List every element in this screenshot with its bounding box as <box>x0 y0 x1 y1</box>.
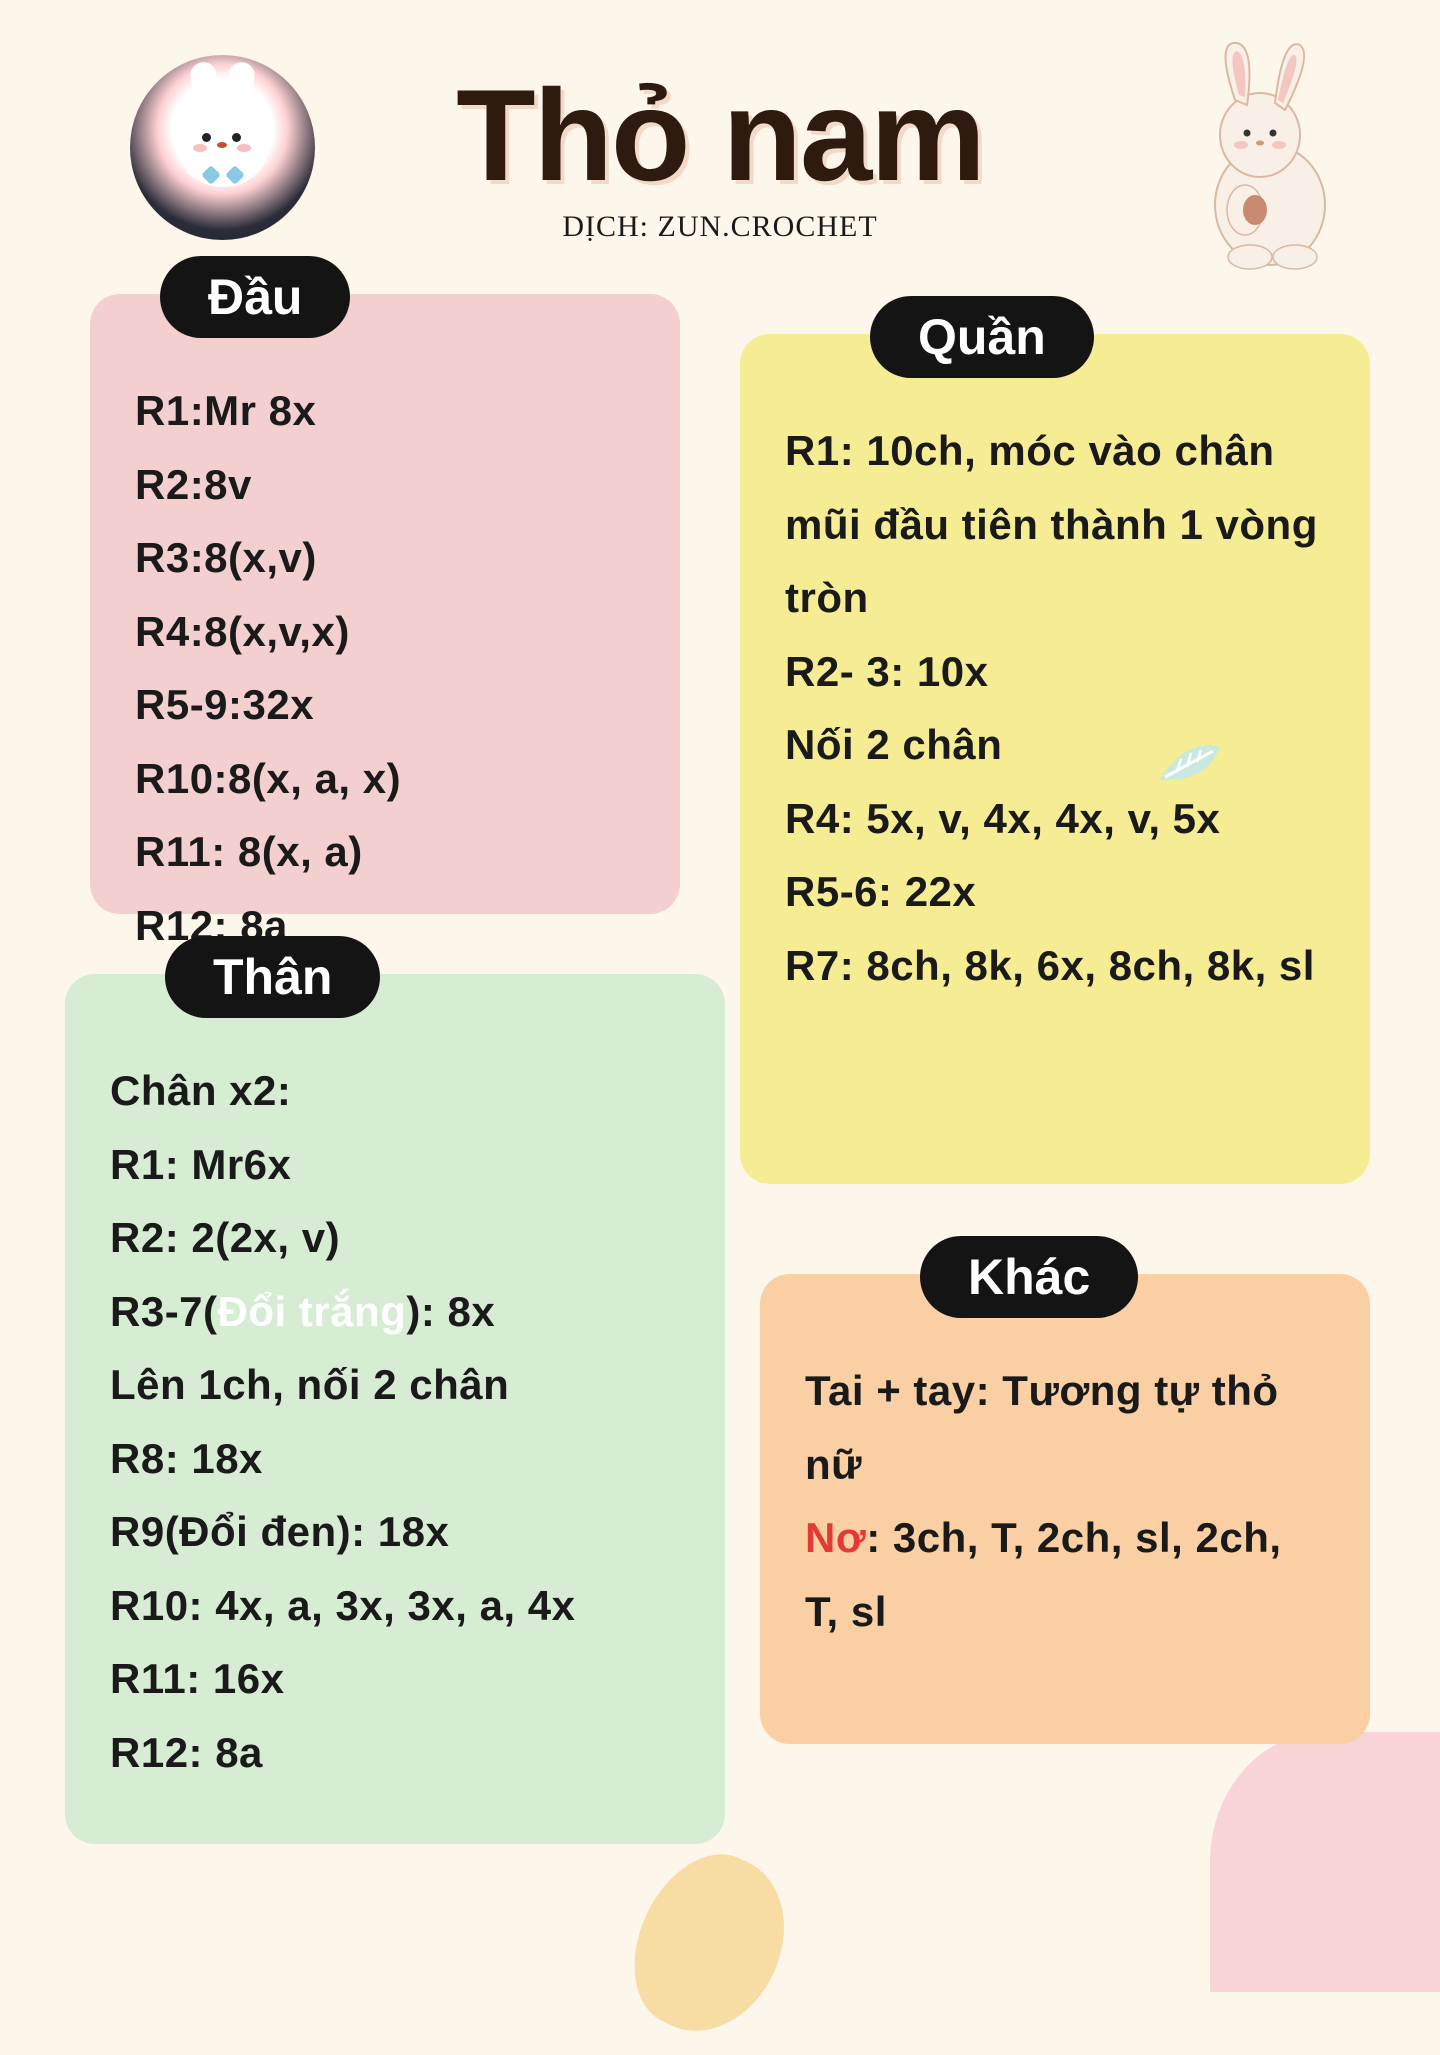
pill-body: Thân <box>165 936 380 1018</box>
avatar-photo <box>130 55 315 240</box>
pants-line: Nối 2 chân <box>785 708 1325 782</box>
head-line: R2:8v <box>135 448 635 522</box>
head-line: R4:8(x,v,x) <box>135 595 635 669</box>
pants-line: R2- 3: 10x <box>785 635 1325 709</box>
head-line: R1:Mr 8x <box>135 374 635 448</box>
body-line: Chân x2: <box>110 1054 680 1128</box>
leaf-decoration <box>1155 739 1225 787</box>
body-line-r3: R3-7(Đổi trắng): 8x <box>110 1275 680 1349</box>
pants-line: R4: 5x, v, 4x, 4x, v, 5x <box>785 782 1325 856</box>
head-line: R11: 8(x, a) <box>135 815 635 889</box>
body-line: R12: 8a <box>110 1716 680 1790</box>
r3-suffix: ): 8x <box>406 1288 495 1335</box>
decoration-blob-pink <box>1210 1732 1440 1992</box>
head-line: R5-9:32x <box>135 668 635 742</box>
r3-highlight: Đổi trắng <box>218 1288 407 1335</box>
r3-prefix: R3-7( <box>110 1288 218 1335</box>
body-line: R11: 16x <box>110 1642 680 1716</box>
other-no-label: Nơ <box>805 1514 866 1561</box>
rabbit-illustration <box>1175 35 1355 275</box>
other-no-rest: : 3ch, T, 2ch, sl, 2ch, T, sl <box>805 1514 1282 1635</box>
body-line: R2: 2(2x, v) <box>110 1201 680 1275</box>
pill-pants: Quần <box>870 296 1094 378</box>
pants-line: R7: 8ch, 8k, 6x, 8ch, 8k, sl <box>785 929 1325 1003</box>
body-line: Lên 1ch, nối 2 chân <box>110 1348 680 1422</box>
head-line: R3:8(x,v) <box>135 521 635 595</box>
head-line: R10:8(x, a, x) <box>135 742 635 816</box>
body-line: R1: Mr6x <box>110 1128 680 1202</box>
other-line-2: Nơ: 3ch, T, 2ch, sl, 2ch, T, sl <box>805 1501 1325 1648</box>
header: Thỏ nam <box>0 0 1440 220</box>
other-line-1: Tai + tay: Tương tự thỏ nữ <box>805 1354 1325 1501</box>
pants-line: R1: 10ch, móc vào chân mũi đầu tiên thàn… <box>785 414 1325 635</box>
body-line: R8: 18x <box>110 1422 680 1496</box>
page-title: Thỏ nam <box>456 60 984 210</box>
card-other: Khác Tai + tay: Tương tự thỏ nữ Nơ: 3ch,… <box>760 1274 1370 1744</box>
body-line: R10: 4x, a, 3x, 3x, a, 4x <box>110 1569 680 1643</box>
pants-line: R5-6: 22x <box>785 855 1325 929</box>
card-body: Thân Chân x2: R1: Mr6x R2: 2(2x, v) R3-7… <box>65 974 725 1844</box>
pill-head: Đầu <box>160 256 350 338</box>
body-line: R9(Đổi đen): 18x <box>110 1495 680 1569</box>
pill-other: Khác <box>920 1236 1138 1318</box>
content-area: Đầu R1:Mr 8x R2:8v R3:8(x,v) R4:8(x,v,x)… <box>0 254 1440 1992</box>
card-pants: Quần R1: 10ch, móc vào chân mũi đầu tiên… <box>740 334 1370 1184</box>
decoration-blob-yellow <box>609 1833 812 2055</box>
card-head: Đầu R1:Mr 8x R2:8v R3:8(x,v) R4:8(x,v,x)… <box>90 294 680 914</box>
